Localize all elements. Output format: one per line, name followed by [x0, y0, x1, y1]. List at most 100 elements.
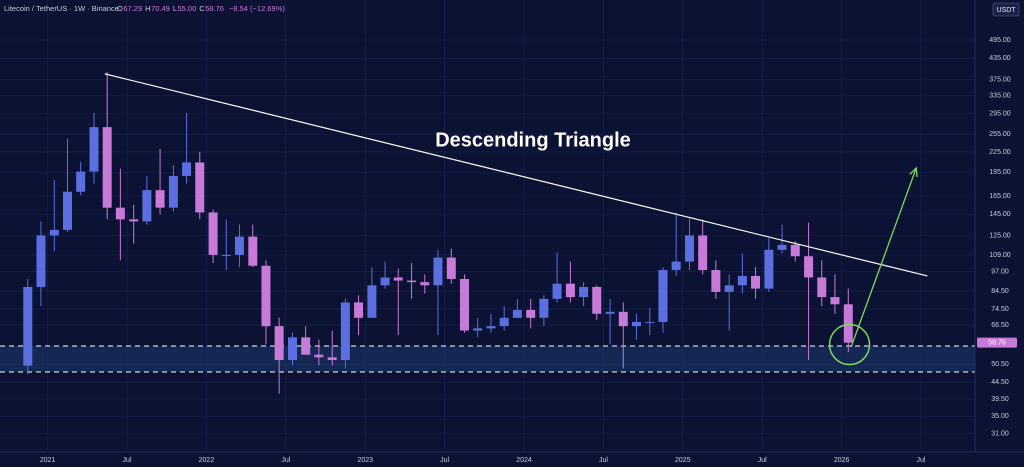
trendline	[104, 73, 928, 277]
candle-body	[393, 277, 403, 281]
candle-body	[486, 326, 496, 329]
y-tick-label: 39.50	[991, 396, 1009, 403]
y-tick-label: 225.00	[989, 149, 1011, 156]
candle-body	[552, 283, 562, 299]
ohlc-key: H	[145, 4, 150, 13]
arrow	[850, 167, 917, 348]
candle-body	[565, 283, 575, 298]
candle-body	[658, 270, 668, 322]
x-tick-label: 2026	[834, 457, 850, 464]
candle-body	[631, 321, 641, 327]
x-tick-label: 2025	[675, 457, 691, 464]
candle-body	[433, 257, 443, 286]
candle-body	[327, 357, 337, 361]
x-tick-label: Jul	[123, 457, 132, 464]
ohlc-legend: O 67.29 H 70.49 L 55.00 C 58.76 −8.54 (−12.69%)	[117, 4, 285, 13]
candle-body	[751, 275, 761, 289]
grid	[0, 0, 975, 450]
candle-body	[711, 270, 721, 292]
candle-body	[407, 280, 417, 283]
ohlc-value: 55.00	[178, 4, 197, 13]
chart-title: Litecoin / TetherUS · 1W · Binance	[4, 4, 119, 13]
candle-body	[62, 191, 72, 230]
annotation-text: Descending Triangle	[435, 129, 631, 151]
candle-body	[592, 286, 602, 314]
x-tick-label: Jul	[281, 457, 290, 464]
y-tick-label: 74.50	[991, 306, 1009, 313]
price-change: −8.54 (−12.69%)	[229, 4, 285, 13]
x-tick-label: Jul	[758, 457, 767, 464]
y-tick-label: 84.50	[991, 288, 1009, 295]
candle-body	[499, 317, 509, 327]
candle-body	[129, 219, 139, 222]
y-tick-label: 109.00	[989, 252, 1011, 259]
arrow-head	[909, 166, 918, 178]
candle-body	[473, 328, 483, 331]
x-tick-label: Jul	[599, 457, 608, 464]
candle-body	[420, 282, 430, 286]
y-tick-label: 44.50	[991, 379, 1009, 386]
y-tick-label: 31.00	[991, 430, 1009, 437]
candle-body	[261, 265, 271, 327]
candle-body	[23, 286, 33, 366]
support-zone-layer	[0, 345, 975, 373]
ohlc-key: L	[173, 4, 177, 13]
ohlc-value: 70.49	[151, 4, 170, 13]
y-tick-label: 35.00	[991, 413, 1009, 420]
candle-body	[645, 321, 655, 323]
ohlc-value: 58.76	[205, 4, 224, 13]
candle-body	[459, 278, 469, 331]
x-tick-label: 2022	[199, 457, 215, 464]
y-tick-label: 195.00	[989, 169, 1011, 176]
candle-body	[221, 254, 231, 256]
candle-body	[830, 297, 840, 305]
y-tick-label: 495.00	[989, 37, 1011, 44]
candle-body	[698, 235, 708, 271]
candle-body	[115, 207, 125, 220]
candle-body	[817, 277, 827, 298]
candle-body	[234, 236, 244, 255]
y-tick-label: 145.00	[989, 211, 1011, 218]
annotations	[104, 73, 928, 366]
y-tick-label: 375.00	[989, 76, 1011, 83]
candle-body	[618, 311, 628, 327]
candle-body	[380, 277, 390, 286]
candle-body	[579, 286, 589, 298]
y-tick-label: 165.00	[989, 193, 1011, 200]
y-tick-label: 255.00	[989, 131, 1011, 138]
candle-body	[354, 302, 364, 318]
x-tick-label: Jul	[917, 457, 926, 464]
currency-badge[interactable]	[992, 2, 1020, 17]
ohlc-key: O	[117, 4, 123, 13]
candle-body	[446, 257, 456, 279]
y-tick-label: 66.50	[991, 322, 1009, 329]
candle-body	[49, 229, 59, 236]
y-tick-label: 295.00	[989, 110, 1011, 117]
candle-body	[367, 285, 377, 318]
candle-body	[671, 261, 681, 271]
x-tick-label: Jul	[440, 457, 449, 464]
candle-body	[314, 354, 324, 358]
candle-body	[684, 235, 694, 262]
candle-body	[301, 337, 311, 355]
currency-label[interactable]: USDT	[996, 7, 1016, 14]
price-tag	[977, 337, 1017, 348]
x-tick-label: 2024	[516, 457, 532, 464]
candles	[23, 72, 853, 394]
axes: 495.00 435.00 375.00 335.00 295.00 255.00 225.…	[40, 37, 1017, 464]
candle-body	[102, 127, 112, 208]
candle-body	[36, 235, 46, 287]
candle-body	[288, 337, 297, 361]
y-tick-label: 335.00	[989, 92, 1011, 99]
candle-body	[605, 311, 615, 314]
candle-body	[512, 309, 522, 318]
candle-body	[790, 244, 800, 257]
candle-body	[89, 127, 99, 172]
candle-body	[274, 326, 284, 361]
y-tick-label: 435.00	[989, 55, 1011, 62]
x-tick-label: 2021	[40, 457, 56, 464]
candle-body	[804, 256, 814, 278]
y-tick-label: 125.00	[989, 232, 1011, 239]
